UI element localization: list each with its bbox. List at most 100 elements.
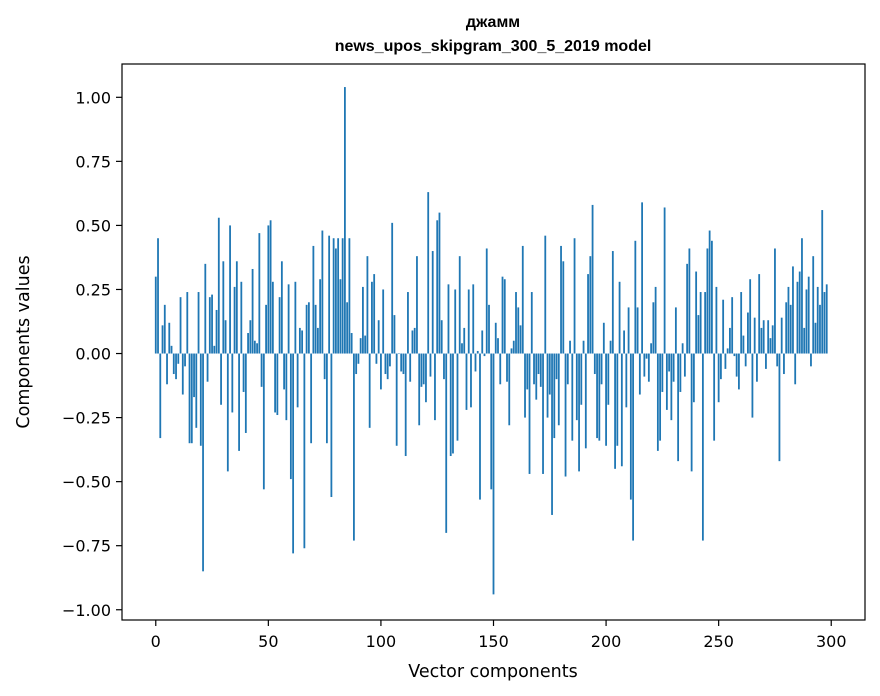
- bar-component-279: [783, 353, 785, 375]
- bar-component-136: [461, 343, 463, 354]
- bar-component-227: [665, 353, 668, 410]
- bar-component-285: [796, 281, 799, 354]
- bar-component-100: [380, 353, 382, 390]
- bar-component-111: [404, 353, 407, 457]
- bar-component-42: [249, 320, 252, 354]
- bar-component-106: [393, 315, 396, 354]
- bar-component-7: [170, 345, 173, 354]
- bar-component-178: [555, 353, 558, 380]
- bar-component-214: [636, 307, 639, 354]
- bar-component-143: [476, 350, 479, 354]
- bar-component-12: [181, 353, 184, 395]
- bar-component-63: [296, 353, 299, 408]
- bar-component-183: [566, 353, 569, 385]
- bar-component-54: [276, 353, 279, 416]
- bar-component-56: [280, 261, 283, 354]
- bar-component-152: [497, 338, 499, 354]
- bar-component-24: [208, 297, 211, 354]
- bar-component-212: [632, 353, 634, 541]
- bar-component-153: [499, 353, 502, 385]
- bar-component-272: [767, 320, 770, 354]
- bar-component-44: [253, 340, 256, 354]
- bar-component-116: [416, 256, 418, 354]
- bar-component-265: [751, 353, 754, 418]
- bar-component-142: [474, 353, 477, 372]
- bar-component-90: [357, 353, 360, 364]
- bar-component-55: [278, 297, 281, 354]
- bar-component-241: [697, 315, 700, 354]
- chart-title-line-2: news_upos_skipgram_300_5_2019 model: [335, 38, 652, 55]
- y-axis-label: Components values: [14, 255, 34, 428]
- bar-component-19: [197, 292, 200, 354]
- bar-component-221: [652, 302, 655, 354]
- bar-component-243: [701, 353, 704, 541]
- bar-component-233: [679, 353, 682, 392]
- bar-component-88: [353, 353, 355, 541]
- bar-component-17: [193, 353, 195, 398]
- bar-component-280: [785, 302, 788, 354]
- bar-component-261: [742, 335, 745, 354]
- y-tick-label: 0.00: [75, 345, 111, 364]
- bar-component-62: [294, 281, 297, 354]
- bar-component-98: [375, 353, 378, 364]
- y-tick-label: 1.00: [75, 88, 111, 107]
- bar-component-291: [810, 353, 812, 367]
- bar-component-75: [323, 353, 326, 380]
- bar-component-79: [332, 238, 335, 354]
- bar-component-161: [517, 307, 520, 354]
- bar-component-87: [350, 333, 353, 354]
- bar-component-197: [598, 353, 601, 441]
- bar-component-222: [654, 286, 657, 354]
- bar-component-206: [618, 281, 621, 354]
- bar-component-115: [413, 327, 416, 354]
- bar-component-182: [564, 353, 567, 477]
- bar-component-26: [213, 345, 216, 354]
- bar-component-260: [740, 292, 743, 354]
- bar-component-204: [614, 353, 616, 469]
- bar-component-162: [519, 325, 522, 354]
- bar-component-137: [463, 327, 466, 354]
- bar-component-134: [456, 353, 459, 441]
- bar-component-130: [447, 284, 450, 354]
- bar-component-147: [485, 248, 488, 354]
- x-tick-label: 150: [478, 632, 509, 651]
- bar-component-238: [690, 353, 693, 472]
- bar-component-20: [199, 353, 202, 446]
- y-tick-label: 0.50: [75, 216, 111, 235]
- bar-component-273: [769, 338, 772, 354]
- bar-component-109: [400, 353, 403, 372]
- bar-component-105: [391, 222, 394, 354]
- bar-component-196: [596, 353, 598, 439]
- bar-component-231: [674, 307, 677, 354]
- bar-component-148: [488, 304, 490, 354]
- bar-component-3: [161, 325, 164, 354]
- bar-component-203: [611, 251, 614, 354]
- bar-component-43: [251, 268, 254, 354]
- bar-component-10: [177, 353, 180, 364]
- x-tick-label: 250: [703, 632, 734, 651]
- bar-component-85: [346, 302, 349, 354]
- bar-component-191: [584, 353, 587, 449]
- bar-component-188: [578, 353, 580, 472]
- bar-component-133: [454, 289, 457, 354]
- y-tick-label: −0.50: [62, 473, 111, 492]
- bar-component-244: [704, 292, 707, 354]
- bar-component-97: [373, 274, 376, 354]
- bar-component-60: [289, 353, 292, 480]
- bar-component-254: [726, 348, 729, 354]
- bar-component-164: [524, 353, 526, 418]
- bar-component-232: [677, 353, 680, 462]
- bar-component-154: [501, 276, 504, 354]
- bar-component-252: [722, 299, 725, 354]
- bar-component-174: [546, 353, 549, 418]
- bar-component-23: [206, 353, 209, 382]
- bar-component-1: [157, 238, 159, 354]
- bar-component-184: [569, 340, 571, 354]
- x-tick-label: 200: [591, 632, 622, 651]
- bar-component-185: [571, 353, 574, 441]
- bar-component-163: [521, 245, 524, 354]
- bar-component-172: [542, 353, 544, 474]
- bar-component-114: [411, 330, 414, 354]
- bar-component-251: [720, 353, 722, 380]
- bar-component-4: [163, 304, 166, 354]
